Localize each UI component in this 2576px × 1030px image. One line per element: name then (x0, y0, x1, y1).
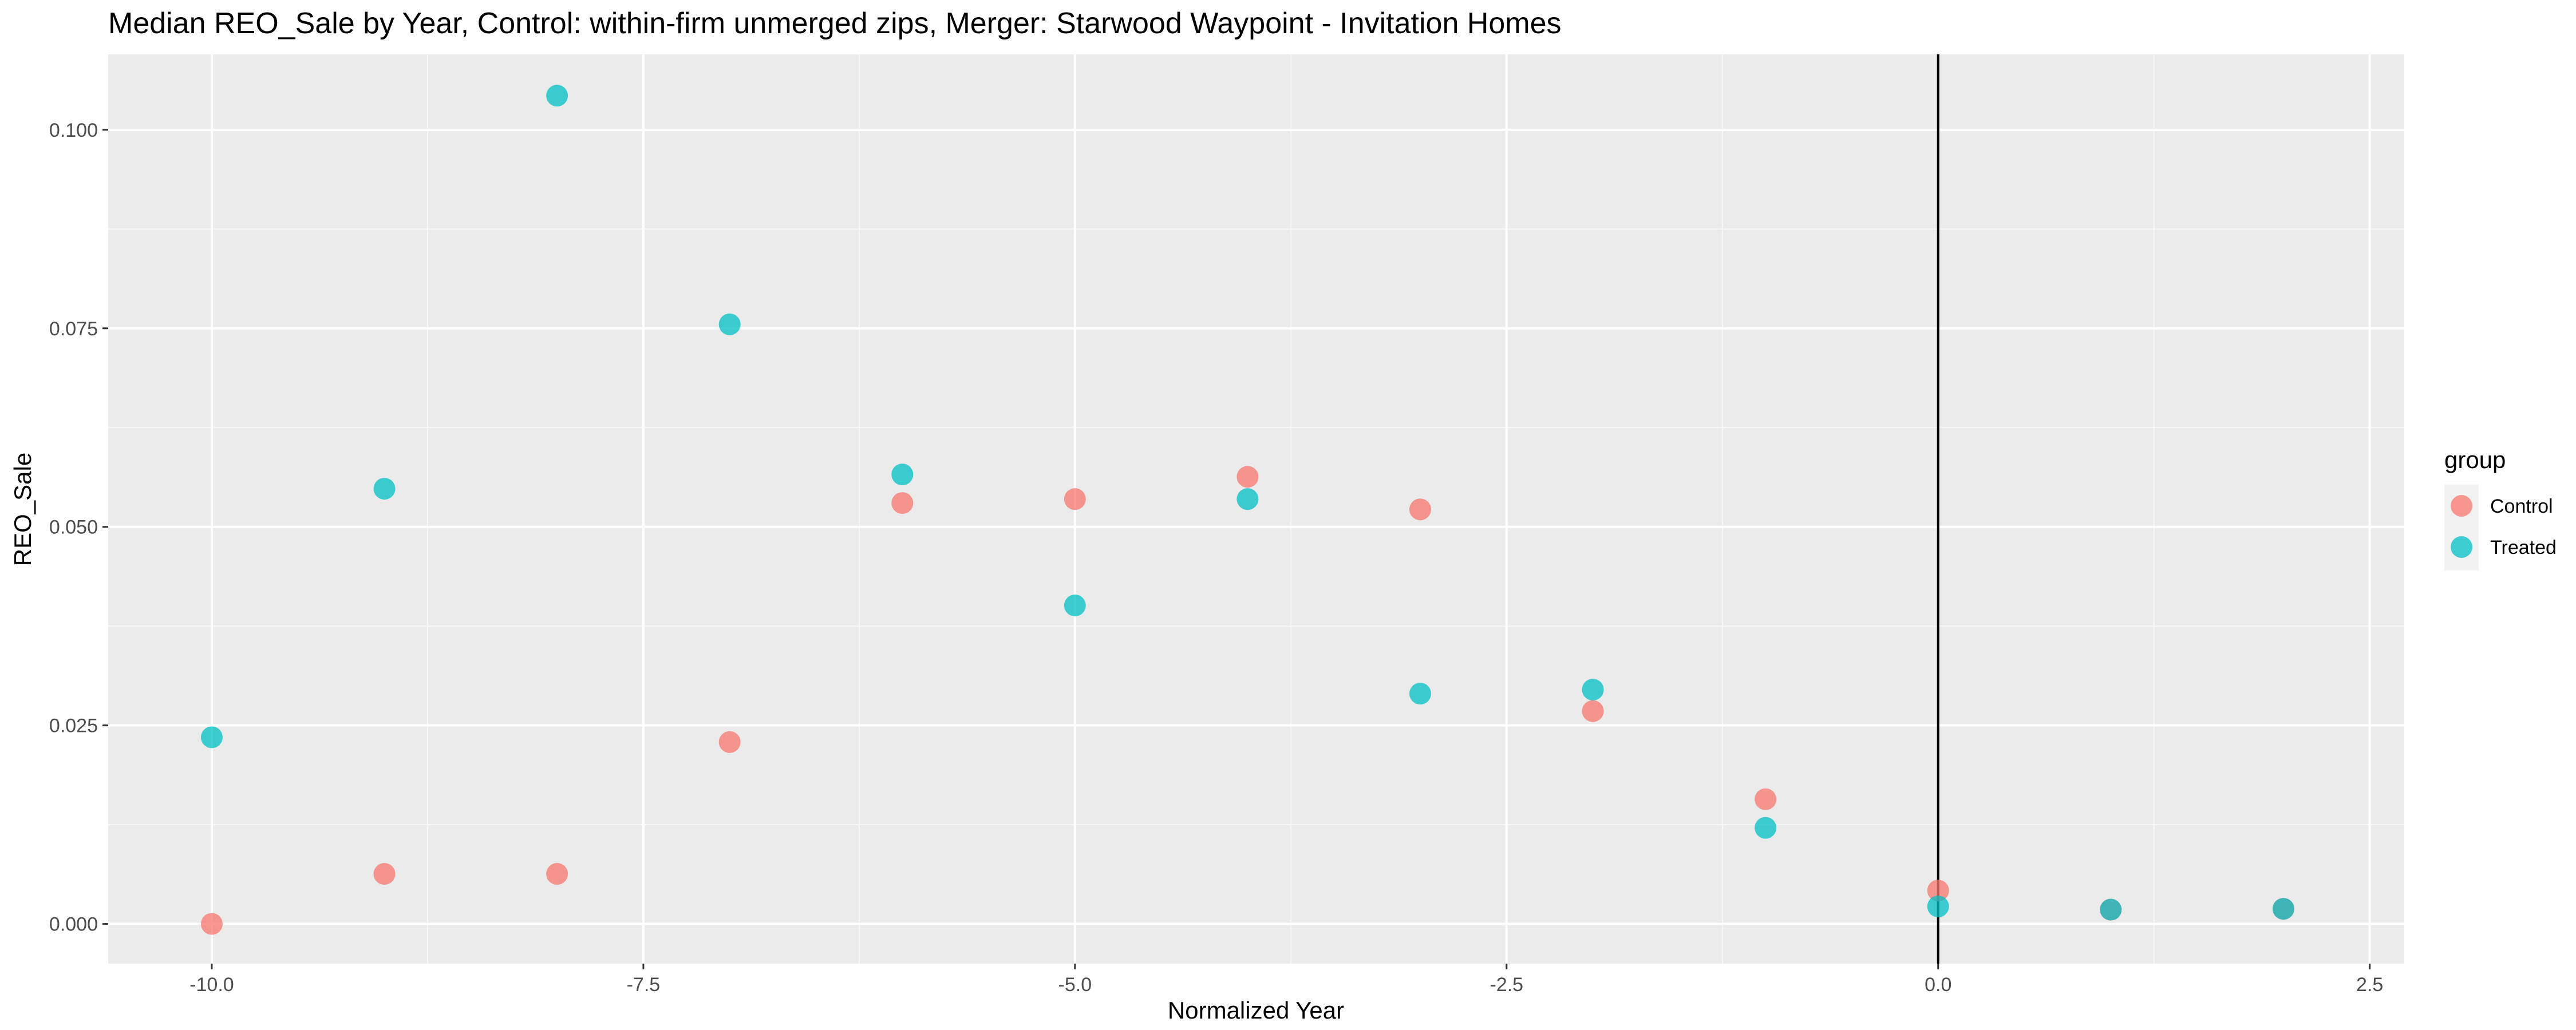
point-treated (2100, 898, 2122, 921)
x-tick-label: -2.5 (1490, 974, 1523, 996)
point-treated (1064, 595, 1086, 617)
point-control (1755, 788, 1777, 810)
x-tick-label: -7.5 (627, 974, 661, 996)
y-tick-label: 0.050 (49, 517, 98, 538)
point-control (718, 731, 741, 753)
point-control (1927, 880, 1949, 902)
x-axis: -10.0 -7.5 -5.0 -2.5 0.0 2.5 (189, 964, 2383, 996)
legend-label-control: Control (2490, 496, 2553, 517)
y-tick-label: 0.025 (49, 715, 98, 737)
point-treated (718, 313, 741, 335)
y-tick-label: 0.100 (49, 120, 98, 141)
legend-title: group (2444, 446, 2506, 473)
legend-label-treated: Treated (2490, 537, 2557, 558)
point-control (1409, 498, 1431, 521)
chart-title: Median REO_Sale by Year, Control: within… (108, 7, 1562, 40)
x-tick-label: 2.5 (2356, 974, 2383, 996)
point-control (200, 913, 223, 935)
x-axis-title: Normalized Year (1168, 997, 1344, 1024)
y-axis-title: REO_Sale (9, 453, 36, 566)
point-treated (1409, 683, 1431, 705)
y-tick-label: 0.075 (49, 318, 98, 340)
point-treated (373, 478, 396, 500)
point-treated (1582, 679, 1604, 701)
minor-gridlines (108, 54, 2404, 964)
point-control (891, 492, 914, 514)
x-tick-label: -5.0 (1058, 974, 1092, 996)
legend-key-treated (2451, 536, 2472, 558)
legend: group Control Treated (2444, 446, 2557, 571)
plot-panel (108, 54, 2404, 964)
point-treated (1236, 488, 1259, 510)
point-control (1064, 488, 1086, 510)
point-treated (1755, 817, 1777, 839)
point-control (373, 863, 396, 885)
point-treated (200, 726, 223, 748)
point-treated (891, 464, 914, 486)
point-treated (1927, 896, 1949, 918)
point-treated (546, 85, 568, 107)
legend-key-control (2451, 495, 2472, 517)
data-points (200, 85, 2294, 935)
point-treated (2272, 898, 2294, 920)
y-tick-label: 0.000 (49, 914, 98, 936)
x-tick-label: -10.0 (189, 974, 234, 996)
point-control (1236, 466, 1259, 488)
y-axis: 0.000 0.025 0.050 0.075 0.100 (49, 120, 108, 936)
point-control (1582, 700, 1604, 722)
x-tick-label: 0.0 (1925, 974, 1951, 996)
point-control (546, 863, 568, 885)
